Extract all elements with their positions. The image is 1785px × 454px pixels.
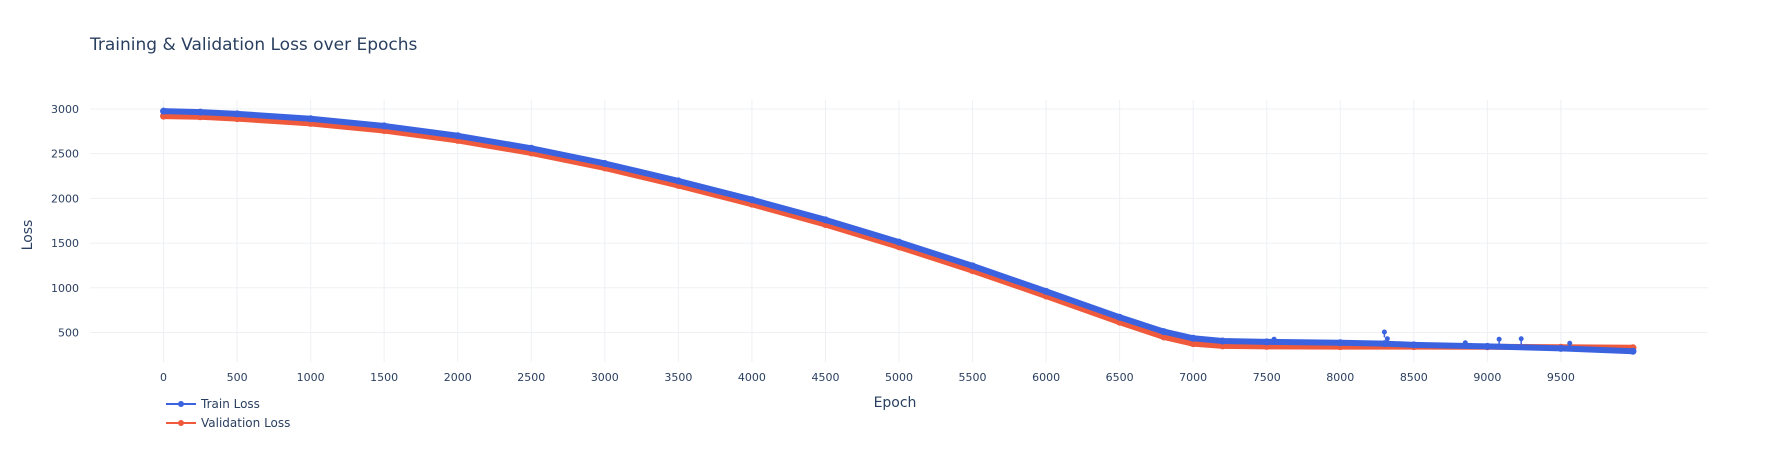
- train-loss-point: [969, 262, 977, 270]
- train-loss-point: [527, 144, 535, 152]
- x-tick-label: 2500: [517, 371, 545, 384]
- train-loss-point: [1042, 287, 1050, 295]
- x-tick-label: 7000: [1179, 371, 1207, 384]
- train-loss-point: [380, 122, 388, 130]
- train-loss-spike-point: [1462, 340, 1468, 346]
- x-tick-label: 1000: [297, 371, 325, 384]
- legend-marker: [178, 401, 184, 407]
- x-tick-label: 3500: [664, 371, 692, 384]
- train-loss-point: [895, 238, 903, 246]
- tick-labels: 0 500 1000 1500 2000 2500 3000 3500 4000 4500 5000…: [51, 103, 1575, 384]
- train-loss-point: [233, 110, 241, 118]
- train-loss-point: [748, 196, 756, 204]
- legend-label: Validation Loss: [201, 416, 290, 430]
- grid-lines: [90, 100, 1708, 362]
- x-tick-label: 9000: [1473, 371, 1501, 384]
- train-loss-point: [1189, 334, 1197, 342]
- x-tick-label: 3000: [591, 371, 619, 384]
- legend-label: Train Loss: [200, 397, 260, 411]
- train-loss-spike-point: [1518, 336, 1524, 342]
- y-tick-label: 2000: [51, 192, 79, 205]
- y-tick-label: 1500: [51, 237, 79, 250]
- x-tick-label: 2000: [444, 371, 472, 384]
- x-tick-label: 6500: [1106, 371, 1134, 384]
- train-loss-point: [454, 132, 462, 140]
- train-loss-spike-point: [1384, 336, 1390, 342]
- train-loss-spike-point: [1271, 336, 1277, 342]
- train-loss-spike-point: [1381, 329, 1387, 335]
- series-layer: [160, 107, 1637, 355]
- validation-loss-line: [160, 113, 1636, 351]
- train-loss-point: [1116, 313, 1124, 321]
- x-tick-label: 9500: [1547, 371, 1575, 384]
- y-tick-label: 3000: [51, 103, 79, 116]
- train-loss-spike-point: [1567, 340, 1573, 346]
- train-loss-point: [1160, 328, 1168, 336]
- x-tick-label: 4500: [811, 371, 839, 384]
- x-tick-label: 5500: [959, 371, 987, 384]
- train-loss-point: [674, 177, 682, 185]
- train-loss-spike-point: [1496, 336, 1502, 342]
- train-loss-point: [1629, 347, 1637, 355]
- train-loss-point: [821, 216, 829, 224]
- x-tick-label: 500: [227, 371, 248, 384]
- x-tick-label: 8500: [1400, 371, 1428, 384]
- x-tick-label: 4000: [738, 371, 766, 384]
- train-loss-point: [1263, 338, 1271, 346]
- train-loss-point: [1219, 337, 1227, 345]
- x-tick-label: 5000: [885, 371, 913, 384]
- legend: Train Loss Validation Loss: [166, 397, 290, 430]
- legend-item-train-loss[interactable]: Train Loss: [166, 397, 260, 411]
- train-loss-point: [1336, 339, 1344, 347]
- x-tick-label: 6000: [1032, 371, 1060, 384]
- train-loss-point: [1410, 341, 1418, 349]
- train-loss-point: [601, 159, 609, 167]
- y-tick-label: 500: [58, 326, 79, 339]
- x-tick-label: 8000: [1326, 371, 1354, 384]
- validation-loss-series: [160, 112, 1637, 352]
- validation-loss-point: [1219, 342, 1227, 350]
- x-tick-label: 1500: [370, 371, 398, 384]
- x-tick-label: 7500: [1253, 371, 1281, 384]
- y-axis-label: Loss: [20, 220, 36, 251]
- train-loss-point: [196, 108, 204, 116]
- validation-loss-point: [1160, 333, 1168, 341]
- train-loss-point: [1380, 340, 1388, 348]
- train-loss-point: [307, 115, 315, 123]
- chart-title: Training & Validation Loss over Epochs: [89, 35, 418, 55]
- x-axis-label: Epoch: [874, 395, 917, 411]
- y-tick-label: 1000: [51, 282, 79, 295]
- y-tick-label: 2500: [51, 148, 79, 161]
- train-loss-point: [1483, 342, 1491, 350]
- validation-loss-point: [1189, 340, 1197, 348]
- x-tick-label: 0: [160, 371, 167, 384]
- validation-loss-point: [160, 112, 168, 120]
- train-loss-series: [160, 107, 1637, 355]
- legend-item-validation-loss[interactable]: Validation Loss: [166, 416, 290, 430]
- train-loss-point: [160, 107, 168, 115]
- legend-marker: [178, 420, 184, 426]
- train-loss-point: [1557, 344, 1565, 352]
